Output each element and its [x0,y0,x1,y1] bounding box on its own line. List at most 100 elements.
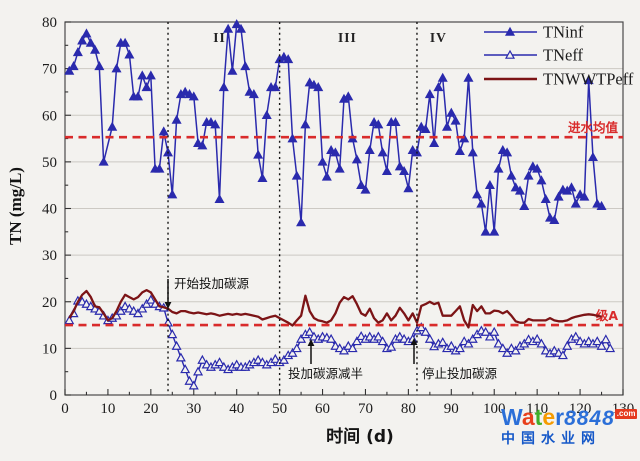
filled-triangle-marker [321,171,332,181]
filled-triangle-marker [287,133,298,143]
annotation-text: 停止投加碳源 [422,366,498,381]
filled-triangle-marker [270,82,281,92]
filled-triangle-marker [441,121,453,131]
filled-triangle-marker [253,149,264,159]
filled-triangle-marker [132,91,143,101]
filled-triangle-marker [296,217,307,227]
annotation-arrow-head [164,302,172,309]
open-triangle-marker [278,354,289,364]
x-tick-label: 110 [526,401,548,417]
annotation-arrow-head [307,339,315,346]
filled-triangle-marker [450,115,461,125]
reference-line-label: 进水均值 [568,120,619,135]
filled-triangle-marker [420,124,431,134]
filled-triangle-marker [364,144,375,155]
filled-triangle-marker [583,75,594,85]
filled-triangle-marker [317,156,328,166]
y-tick-label: 40 [42,202,57,218]
x-tick-label: 50 [272,401,287,417]
filled-triangle-marker [107,121,118,131]
filled-triangle-marker [77,35,88,45]
y-axis-title: TN (mg/L) [6,167,25,245]
filled-triangle-marker [523,170,534,180]
open-triangle-marker [454,343,465,353]
open-triangle-marker [420,326,431,336]
watermark: Water8848 .com 中国水业网 [501,406,639,446]
x-tick-label: 80 [401,401,416,417]
open-triangle-marker [463,338,474,348]
filled-triangle-marker [540,193,551,203]
filled-triangle-marker [467,147,478,157]
open-triangle-marker [326,333,337,343]
x-tick-label: 40 [229,401,244,417]
filled-triangle-marker [504,26,516,36]
open-triangle-marker [132,308,143,318]
filled-triangle-marker [64,65,75,75]
open-triangle-marker [356,331,367,341]
open-triangle-marker [493,338,504,348]
filled-triangle-marker [248,89,259,99]
filled-triangle-marker [124,49,135,59]
reference-line-label: 级A [596,308,619,323]
filled-triangle-marker [553,191,564,201]
open-triangle-marker [570,331,581,341]
open-triangle-marker [287,347,298,357]
watermark-letter: W [501,404,522,430]
filled-triangle-marker [235,23,247,33]
filled-triangle-marker [587,151,598,162]
x-tick-label: 90 [444,401,459,417]
filled-triangle-marker [300,119,311,129]
filled-triangle-marker [210,119,221,129]
filled-triangle-marker [394,161,405,171]
open-triangle-marker [497,343,508,353]
filled-triangle-marker [85,37,96,47]
watermark-letter: a [521,404,535,430]
open-triangle-marker [175,352,186,362]
filled-triangle-marker [536,175,547,185]
filled-triangle-marker [437,72,448,82]
filled-triangle-marker [68,61,79,71]
annotation-text: 开始投加碳源 [174,276,250,291]
x-tick-label: 100 [483,401,506,417]
filled-triangle-marker [141,82,152,92]
watermark-brand-word: Water [501,404,564,430]
filled-triangle-marker [154,163,165,173]
filled-triangle-marker [351,154,362,164]
open-triangle-marker [180,364,191,374]
series-line-TNWWTPeff [68,288,602,329]
open-triangle-marker [484,331,495,341]
series-line-TNinf [68,23,602,233]
filled-triangle-marker [356,179,367,189]
annotation-text: 投加碳源减半 [288,366,363,381]
filled-triangle-marker [94,61,105,71]
filled-triangle-marker [98,156,109,166]
open-triangle-marker [167,329,178,339]
open-triangle-marker [184,375,195,385]
filled-triangle-marker [218,82,229,92]
filled-triangle-marker [579,191,590,201]
filled-triangle-marker [472,189,483,199]
y-tick-label: 20 [42,295,57,311]
phase-label: II [213,30,226,45]
open-triangle-marker [437,337,448,347]
open-triangle-marker [115,305,126,315]
open-triangle-marker [480,326,491,336]
filled-triangle-marker [566,182,577,192]
filled-triangle-marker [502,147,513,157]
filled-triangle-marker [72,47,83,57]
filled-triangle-marker [493,163,504,173]
filled-triangle-marker [424,89,435,99]
filled-triangle-marker [214,193,225,203]
y-tick-label: 70 [42,62,57,78]
filled-triangle-marker [283,54,294,64]
watermark-subtitle: 中国水业网 [501,431,601,447]
filled-triangle-marker [514,185,526,195]
open-triangle-marker [467,333,478,343]
filled-triangle-marker [120,37,131,47]
phase-label: III [338,30,357,45]
filled-triangle-marker [399,165,410,175]
filled-triangle-marker [90,44,101,54]
open-triangle-marker [214,357,225,367]
